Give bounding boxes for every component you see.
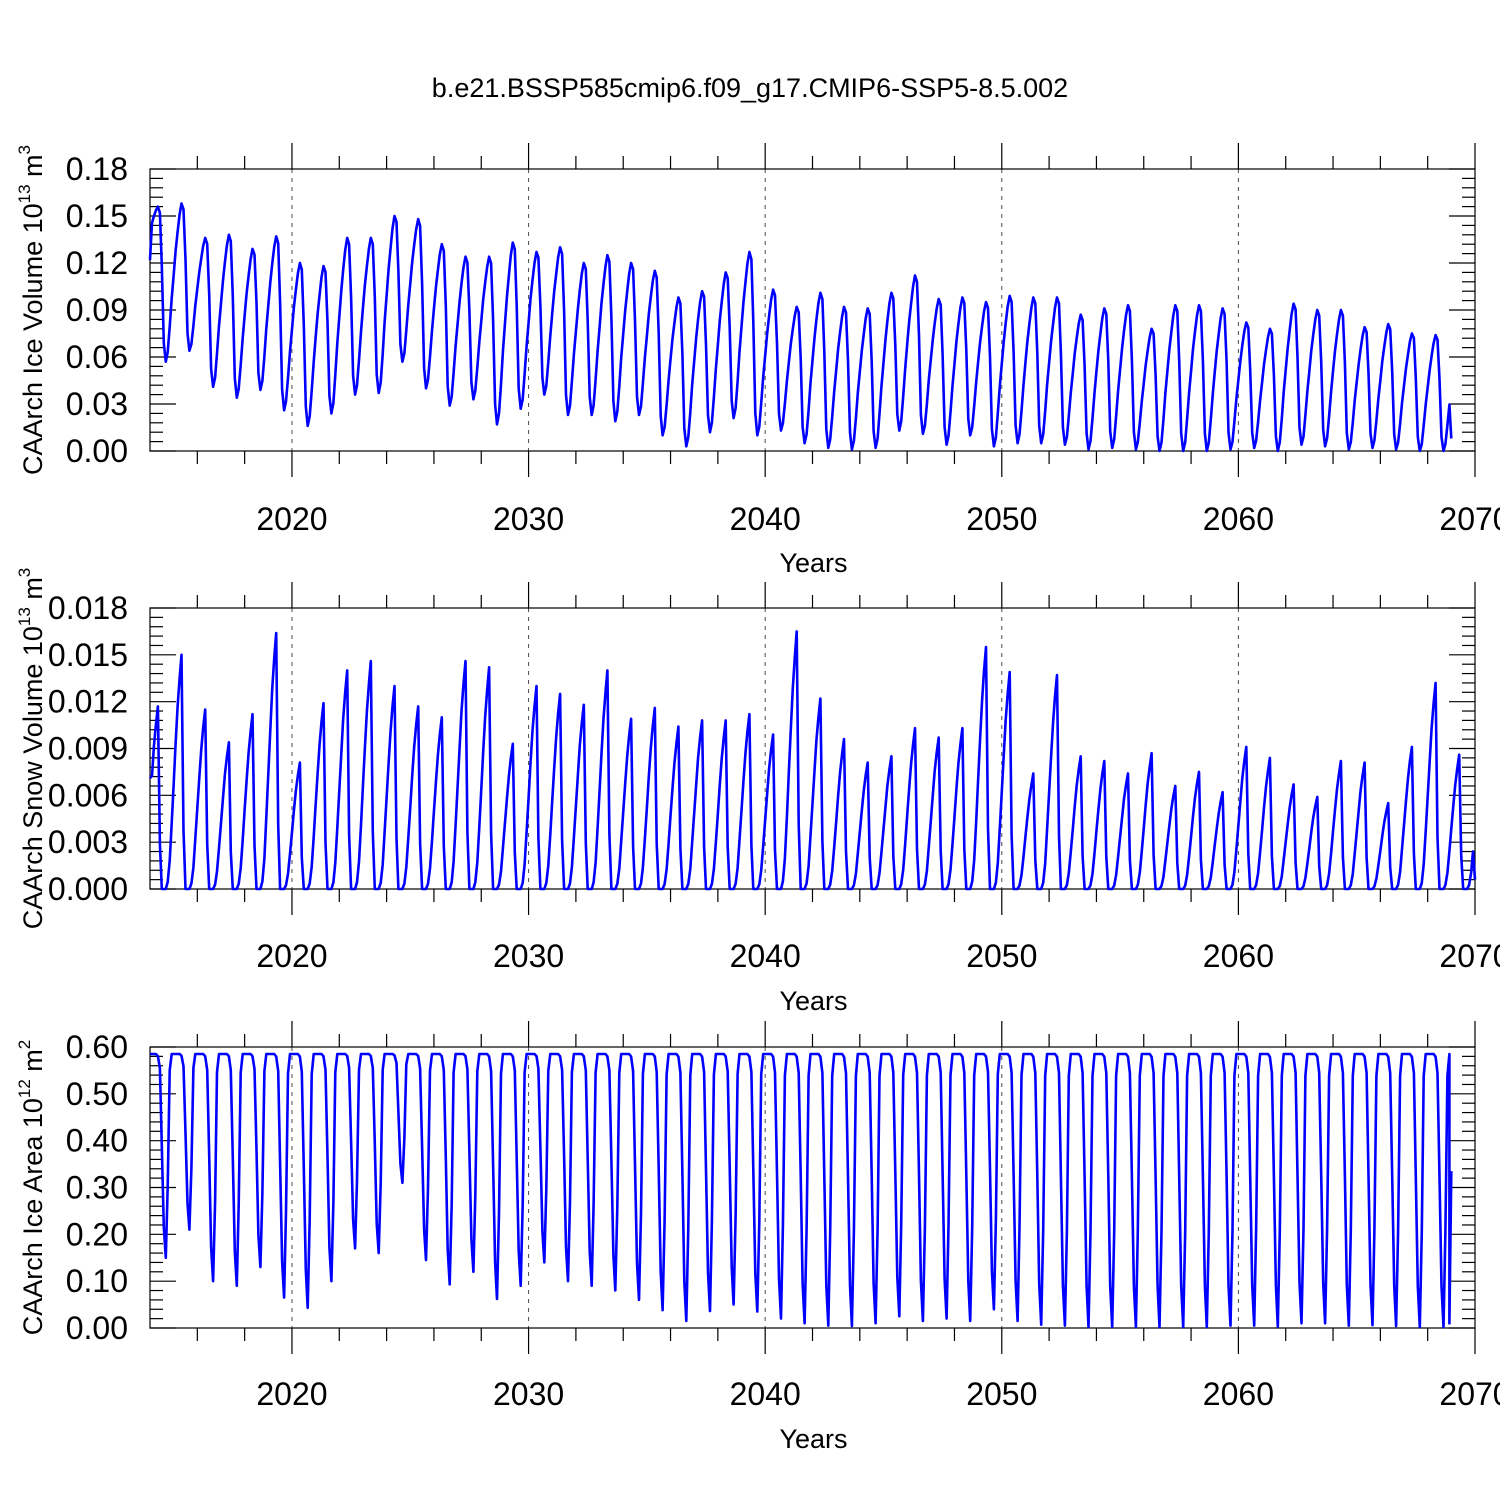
y-tick-label: 0.40 [66, 1123, 128, 1159]
y-tick-label: 0.015 [48, 637, 128, 673]
y-tick-label: 0.18 [66, 151, 128, 187]
plot-frame [149, 168, 1476, 452]
y-axis-title-exponent: 13 [15, 607, 34, 626]
y-tick-label: 0.03 [66, 386, 128, 422]
x-tick-label-2070: 2070 [1439, 501, 1500, 537]
x-tick-label-2020: 2020 [256, 501, 327, 537]
y-axis-title: CAArch Ice Volume 1013 m3 [15, 145, 48, 475]
y-axis-title-main: CAArch Ice Volume 10 [18, 203, 48, 475]
y-tick-label: 0.003 [48, 824, 128, 860]
x-tick-label-2060: 2060 [1203, 501, 1274, 537]
x-tick-label-2030: 2030 [493, 1376, 564, 1412]
plot-frame [149, 607, 1476, 890]
y-tick-label: 0.60 [66, 1029, 128, 1065]
x-tick-label-2030: 2030 [493, 938, 564, 974]
x-tick-label-2070: 2070 [1439, 1376, 1500, 1412]
y-axis-title-unit: m [18, 577, 48, 607]
y-tick-label: 0.12 [66, 245, 128, 281]
y-tick-label: 0.15 [66, 198, 128, 234]
x-axis-title: Years [779, 548, 847, 578]
series-line-snow-volume [149, 630, 1477, 891]
y-tick-label: 0.009 [48, 731, 128, 767]
y-axis-title-unit-exponent: 2 [15, 1040, 34, 1049]
panel-snow-volume: 0.000 0.003 0.006 0.009 0.012 0.015 0.018 2020 2… [15, 568, 1500, 1016]
x-axis-title: Years [779, 986, 847, 1016]
series-line-ice-area [150, 1052, 1453, 1329]
figure-title: b.e21.BSSP585cmip6.f09_g17.CMIP6-SSP5-8.… [432, 73, 1068, 103]
x-tick-label-2020: 2020 [256, 1376, 327, 1412]
y-axis-title-unit: m [18, 154, 48, 184]
y-axis-title: CAArch Ice Area 1012 m2 [15, 1040, 48, 1336]
y-tick-label: 0.06 [66, 339, 128, 375]
x-tick-label-2070: 2070 [1439, 938, 1500, 974]
x-tick-label-2060: 2060 [1203, 938, 1274, 974]
y-axis-title-unit-exponent: 3 [15, 145, 34, 154]
x-tick-label-2050: 2050 [966, 501, 1037, 537]
y-tick-label: 0.09 [66, 292, 128, 328]
x-tick-label-2050: 2050 [966, 1376, 1037, 1412]
x-tick-label-2040: 2040 [730, 501, 801, 537]
y-tick-label: 0.006 [48, 777, 128, 813]
y-tick-label: 0.20 [66, 1216, 128, 1252]
y-axis-title-exponent: 12 [15, 1079, 34, 1098]
series-line-ice-volume [148, 202, 1453, 453]
y-tick-label: 0.00 [66, 1310, 128, 1346]
y-axis-title-main: CAArch Snow Volume 10 [18, 626, 48, 929]
x-axis-title: Years [779, 1424, 847, 1454]
x-tick-label-2050: 2050 [966, 938, 1037, 974]
y-tick-label: 0.000 [48, 871, 128, 907]
x-tick-label-2040: 2040 [730, 938, 801, 974]
x-tick-label-2060: 2060 [1203, 1376, 1274, 1412]
plot-frame [149, 1046, 1476, 1329]
x-tick-label-2020: 2020 [256, 938, 327, 974]
y-tick-label: 0.30 [66, 1170, 128, 1206]
y-axis-title-unit-exponent: 3 [15, 568, 34, 577]
y-axis-title: CAArch Snow Volume 1013 m3 [15, 568, 48, 930]
y-tick-label: 0.50 [66, 1076, 128, 1112]
y-axis-title-unit: m [18, 1049, 48, 1079]
panel-ice-volume: 0.00 0.03 0.06 0.09 0.12 0.15 0.18 2020 2030 2040… [15, 143, 1500, 578]
y-tick-label: 0.10 [66, 1263, 128, 1299]
y-axis-title-main: CAArch Ice Area 10 [18, 1098, 48, 1335]
y-tick-label: 0.00 [66, 433, 128, 469]
x-tick-label-2030: 2030 [493, 501, 564, 537]
panel-ice-area: 0.00 0.10 0.20 0.30 0.40 0.50 0.60 2020 2030 2040… [15, 1021, 1500, 1454]
y-tick-label: 0.018 [48, 590, 128, 626]
y-axis-title-exponent: 13 [15, 184, 34, 203]
y-tick-label: 0.012 [48, 684, 128, 720]
x-tick-label-2040: 2040 [730, 1376, 801, 1412]
